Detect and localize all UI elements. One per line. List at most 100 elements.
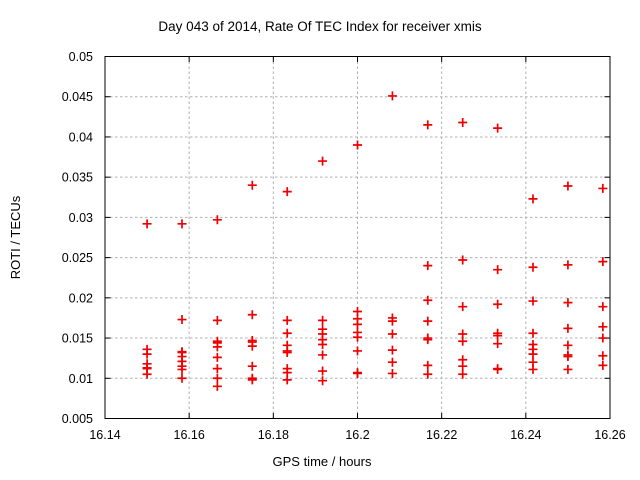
data-point-marker xyxy=(563,364,573,374)
y-tick-label: 0.005 xyxy=(62,412,93,426)
data-point-marker xyxy=(528,194,538,204)
data-point-marker xyxy=(458,369,468,379)
data-point-marker xyxy=(423,261,433,271)
data-point-marker xyxy=(142,349,152,359)
y-tick-label: 0.035 xyxy=(62,171,93,185)
data-point-marker xyxy=(247,375,257,385)
data-point-marker xyxy=(318,366,328,376)
data-point-marker xyxy=(353,140,362,150)
data-point-marker xyxy=(247,361,257,371)
data-point-marker xyxy=(387,329,397,339)
data-point-marker xyxy=(318,350,328,360)
data-point-marker xyxy=(493,299,503,309)
data-point-marker xyxy=(528,262,538,272)
data-point-marker xyxy=(563,352,573,362)
data-point-marker xyxy=(493,265,503,275)
data-point-marker xyxy=(177,219,187,229)
data-point-marker xyxy=(282,375,292,385)
data-point-marker xyxy=(387,316,397,326)
y-tick-label: 0.05 xyxy=(69,50,93,64)
x-tick-label: 16.26 xyxy=(594,428,625,442)
y-tick-label: 0.01 xyxy=(69,372,93,386)
data-point-marker xyxy=(563,340,573,350)
data-point-marker xyxy=(387,368,397,378)
data-point-marker xyxy=(247,310,257,320)
data-point-marker xyxy=(318,315,328,325)
data-point-marker xyxy=(598,257,608,267)
data-point-marker xyxy=(282,328,292,338)
x-tick-labels: 16.14 16.16 16.18 16.2 16.22 16.24 16.26 xyxy=(89,428,625,442)
data-point-marker xyxy=(598,322,608,332)
x-tick-label: 16.16 xyxy=(174,428,205,442)
x-tick-label: 16.14 xyxy=(89,428,120,442)
y-tick-label: 0.04 xyxy=(69,130,93,144)
data-point-marker xyxy=(318,339,328,349)
data-point-marker xyxy=(212,315,222,325)
data-point-marker xyxy=(247,341,257,351)
data-point-marker xyxy=(598,333,608,343)
data-point-marker xyxy=(423,316,433,326)
data-point-marker xyxy=(177,373,187,383)
data-point-marker xyxy=(282,315,292,325)
data-point-marker xyxy=(493,339,503,349)
data-point-marker xyxy=(282,348,292,358)
data-points xyxy=(142,91,608,391)
x-tick-label: 16.22 xyxy=(426,428,457,442)
data-point-marker xyxy=(458,336,468,346)
data-point-marker xyxy=(458,255,468,265)
data-point-marker xyxy=(423,360,433,370)
data-point-marker xyxy=(212,381,222,391)
data-point-marker xyxy=(387,345,397,355)
data-point-marker xyxy=(458,117,468,127)
y-tick-label: 0.03 xyxy=(69,211,93,225)
data-point-marker xyxy=(423,369,433,379)
data-point-marker xyxy=(493,123,503,133)
data-point-marker xyxy=(493,364,503,374)
data-point-marker xyxy=(493,331,503,341)
data-point-marker xyxy=(598,351,608,361)
data-point-marker xyxy=(318,376,328,386)
data-point-marker xyxy=(177,315,187,325)
data-point-marker xyxy=(598,360,608,370)
data-point-marker xyxy=(528,364,538,374)
data-point-marker xyxy=(528,296,538,306)
y-axis-label: ROTI / TECUs xyxy=(8,195,23,279)
data-point-marker xyxy=(212,364,222,374)
x-tick-label: 16.24 xyxy=(510,428,541,442)
data-point-marker xyxy=(458,302,468,312)
chart-title: Day 043 of 2014, Rate Of TEC Index for r… xyxy=(158,19,481,34)
x-tick-label: 16.2 xyxy=(345,428,369,442)
data-point-marker xyxy=(423,335,433,345)
y-tick-label: 0.015 xyxy=(62,332,93,346)
data-point-marker xyxy=(212,352,222,362)
y-tick-label: 0.045 xyxy=(62,90,93,104)
y-tick-label: 0.025 xyxy=(62,251,93,265)
data-point-marker xyxy=(282,187,292,197)
data-point-marker xyxy=(212,215,222,225)
data-point-marker xyxy=(423,295,433,305)
data-point-marker xyxy=(563,181,573,191)
data-point-marker xyxy=(598,183,608,193)
data-point-marker xyxy=(353,319,362,329)
data-point-marker xyxy=(563,298,573,308)
data-point-marker xyxy=(563,323,573,333)
data-point-marker xyxy=(598,302,608,312)
plot-border xyxy=(104,56,611,419)
data-point-marker xyxy=(212,373,222,383)
data-point-marker xyxy=(142,369,152,379)
data-point-marker xyxy=(212,342,222,352)
data-point-marker xyxy=(563,260,573,270)
data-point-marker xyxy=(423,120,433,130)
data-point-marker xyxy=(387,91,397,101)
data-point-marker xyxy=(353,368,362,378)
data-point-marker xyxy=(528,328,538,338)
data-point-marker xyxy=(353,332,362,342)
x-tick-label: 16.18 xyxy=(258,428,289,442)
x-axis-label: GPS time / hours xyxy=(273,454,372,469)
y-tick-label: 0.02 xyxy=(69,291,93,305)
data-point-marker xyxy=(528,349,538,359)
data-point-marker xyxy=(142,219,152,229)
y-tick-labels: 0.005 0.01 0.015 0.02 0.025 0.03 0.035 0.04 0.04… xyxy=(62,50,93,426)
data-point-marker xyxy=(177,364,187,374)
